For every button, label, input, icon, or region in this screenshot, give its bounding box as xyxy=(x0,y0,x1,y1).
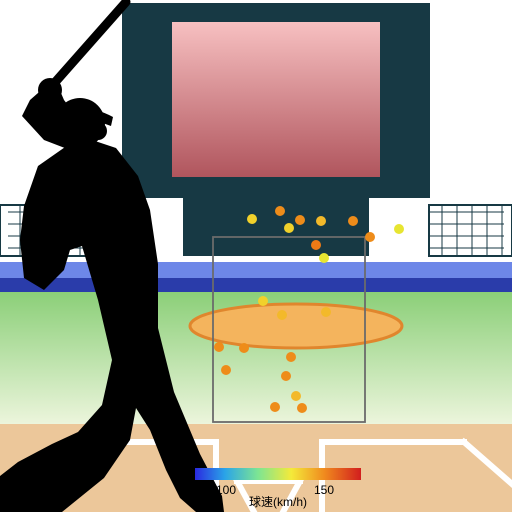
pitch-point xyxy=(297,403,307,413)
pitch-point xyxy=(394,224,404,234)
wall-top xyxy=(0,262,512,278)
pitch-point xyxy=(277,310,287,320)
legend-colorbar xyxy=(195,468,361,480)
pitch-point xyxy=(295,215,305,225)
pitch-point xyxy=(258,296,268,306)
pitch-point xyxy=(321,307,331,317)
mound xyxy=(190,304,402,348)
pitch-point xyxy=(239,343,249,353)
pitch-point xyxy=(275,206,285,216)
pitch-point xyxy=(281,371,291,381)
pitch-point xyxy=(291,391,301,401)
pitch-point xyxy=(365,232,375,242)
pitch-point xyxy=(286,352,296,362)
pitch-point xyxy=(221,365,231,375)
pitch-point xyxy=(214,342,224,352)
legend-tick: 100 xyxy=(216,483,236,497)
pitch-point xyxy=(316,216,326,226)
pitch-point xyxy=(247,214,257,224)
pitch-point xyxy=(311,240,321,250)
helmet-earflap xyxy=(89,122,107,140)
pitch-point xyxy=(270,402,280,412)
pitch-point xyxy=(319,253,329,263)
scoreboard-stem xyxy=(183,195,369,256)
pitch-point xyxy=(348,216,358,226)
scoreboard-screen xyxy=(172,22,380,177)
legend-tick: 150 xyxy=(314,483,334,497)
legend-label: 球速(km/h) xyxy=(249,495,307,509)
pitch-point xyxy=(284,223,294,233)
batter-hands xyxy=(38,78,62,102)
wall-main xyxy=(0,278,512,292)
